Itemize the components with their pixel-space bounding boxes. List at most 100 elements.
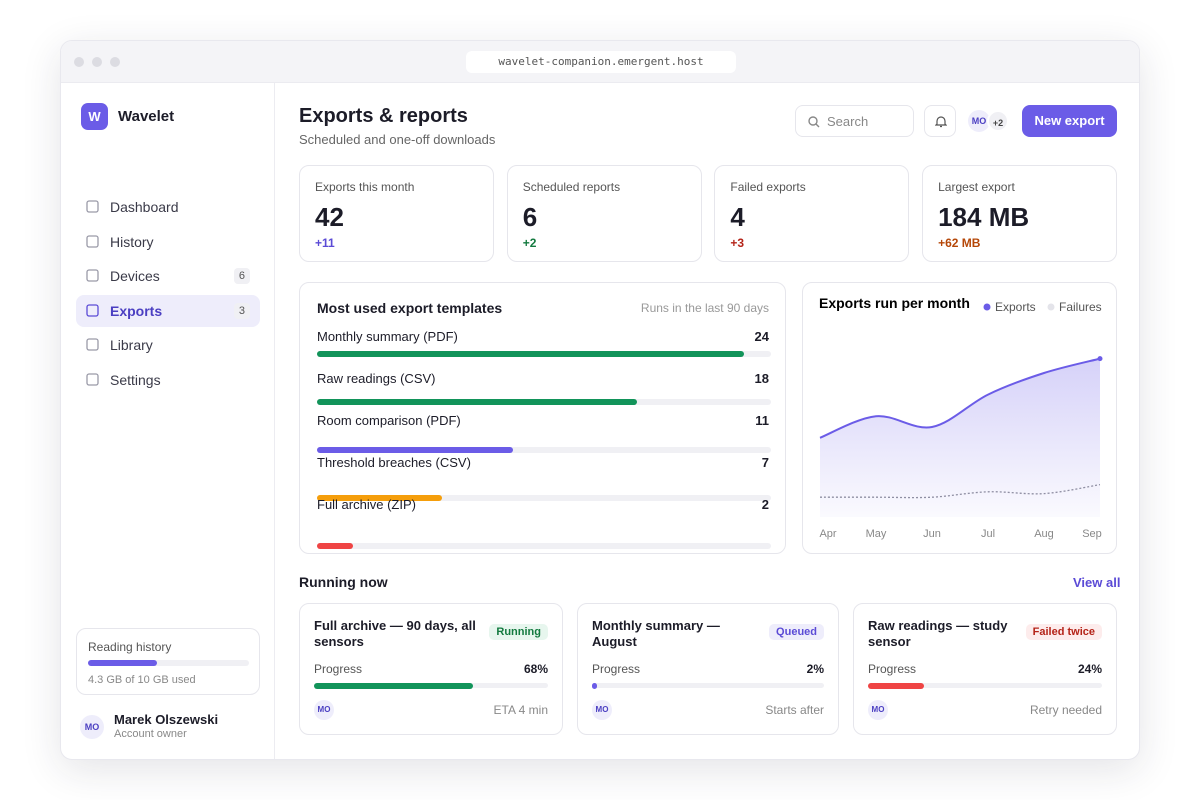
nav-badge: 6 — [233, 268, 250, 285]
job-card: Full archive — 90 days, all sensors Runni… — [299, 603, 563, 735]
nav-item[interactable]: Dashboard — [76, 191, 260, 223]
window-dot — [92, 57, 102, 67]
nav-item[interactable]: History — [76, 226, 260, 258]
view-all-link[interactable]: View all — [1073, 575, 1121, 590]
template-track — [317, 351, 771, 357]
nav-item[interactable]: Devices 6 — [76, 260, 260, 292]
job-footer-text: Starts after — [765, 703, 824, 717]
nav-item[interactable]: Settings — [76, 364, 260, 396]
logo[interactable]: W — [81, 103, 108, 130]
progress-label: Progress — [314, 662, 363, 676]
avatar[interactable]: MO — [968, 110, 990, 132]
template-name: Full archive (ZIP) — [317, 497, 416, 512]
nav-badge: 3 — [233, 302, 250, 319]
legend-dot — [1047, 303, 1055, 311]
bell-button[interactable] — [924, 105, 956, 137]
user-name: Marek Olszewski — [114, 712, 219, 727]
nav-icon — [86, 338, 99, 352]
job-status: Failed twice — [1025, 624, 1102, 640]
nav-label: Devices — [110, 268, 160, 285]
stat-label: Largest export — [938, 180, 1015, 194]
search[interactable]: Search — [795, 105, 914, 137]
template-count: 24 — [754, 329, 769, 344]
template-bar — [317, 495, 442, 501]
template-count: 11 — [755, 413, 769, 428]
stat-card: Exports this month 42 +11 — [299, 165, 494, 262]
job-title: Monthly summary — August — [592, 618, 720, 649]
nav-label: Settings — [110, 372, 161, 388]
template-name: Room comparison (PDF) — [317, 413, 461, 428]
progress-label: Progress — [868, 662, 917, 676]
template-bar — [317, 351, 745, 357]
job-footer: MO ETA 4 min — [314, 700, 548, 720]
storage-title: Reading history — [88, 640, 172, 654]
failures-line — [820, 483, 1101, 499]
template-count: 18 — [754, 371, 769, 386]
nav-icon — [86, 234, 99, 248]
browser-window: wavelet-companion.emergent.host W Wavele… — [60, 40, 1140, 760]
line — [819, 357, 1101, 439]
search-placeholder: Search — [827, 114, 869, 129]
stat-card: Scheduled reports 6 +2 — [506, 165, 702, 262]
stat-delta: +62 MB — [938, 236, 981, 250]
bell-icon — [935, 116, 947, 128]
area — [820, 358, 1100, 517]
window-dot — [74, 57, 84, 67]
legend-dot — [983, 303, 991, 311]
nav-label: Dashboard — [110, 199, 179, 215]
job-title: Full archive — 90 days, all sensors — [314, 618, 476, 649]
progress-row: Progress 24% — [868, 662, 1102, 676]
job-title: Raw readings — study sensor — [868, 618, 1008, 649]
x-tick-label: Sep — [1082, 528, 1102, 540]
job-footer: MO Starts after — [592, 700, 824, 720]
template-name: Monthly summary (PDF) — [317, 329, 458, 344]
progress-row: Progress 68% — [314, 662, 548, 676]
progress-row: Progress 2% — [592, 662, 824, 676]
x-tick-label: Jun — [923, 528, 941, 540]
template-name: Threshold breaches (CSV) — [317, 455, 471, 470]
nav-icon — [86, 304, 99, 317]
progress-value: 2% — [806, 662, 824, 676]
templates-card: Most used export templates Runs in the l… — [299, 282, 786, 554]
storage-card: Reading history 4.3 GB of 10 GB used — [76, 628, 260, 695]
stat-card: Failed exports 4 +3 — [714, 165, 910, 262]
nav-item[interactable]: Library — [76, 329, 260, 361]
stat-delta: +3 — [730, 236, 745, 250]
progress-label: Progress — [592, 662, 641, 676]
stat-label: Exports this month — [315, 180, 415, 194]
template-track — [317, 495, 771, 501]
stat-value: 42 — [315, 202, 344, 232]
progress-track — [592, 683, 824, 689]
progress-bar — [592, 683, 597, 689]
template-track — [317, 399, 771, 405]
stat-card: Largest export 184 MB +62 MB — [922, 165, 1118, 262]
url-bar[interactable]: wavelet-companion.emergent.host — [466, 51, 736, 73]
nav-label: History — [110, 233, 154, 250]
new-export-button[interactable]: New export — [1022, 105, 1117, 137]
job-footer-text: ETA 4 min — [493, 703, 548, 717]
nav-label: Library — [110, 337, 153, 354]
x-tick-label: May — [866, 528, 887, 540]
progress-track — [314, 683, 548, 689]
progress-bar — [314, 683, 474, 689]
x-tick-label: Apr — [819, 528, 836, 540]
chart-title: Exports run per month — [819, 295, 970, 311]
stat-label: Scheduled reports — [522, 180, 621, 194]
template-bar — [317, 399, 638, 405]
x-tick-label: Aug — [1034, 528, 1054, 540]
nav-item[interactable]: Exports 3 — [76, 294, 260, 327]
progress-track — [868, 683, 1102, 689]
stat-value: 184 MB — [938, 202, 1030, 232]
stat-value: 4 — [730, 202, 745, 232]
search-icon — [808, 116, 820, 128]
chart: Exports run per month Exports Failures Apr… — [819, 295, 1103, 540]
storage-track — [88, 660, 249, 666]
avatar-more[interactable]: +2 — [987, 110, 1009, 132]
nav-label: Exports — [110, 302, 163, 319]
job-footer: MO Retry needed — [868, 700, 1102, 720]
user-avatar: MO — [80, 715, 104, 739]
job-card: Raw readings — study sensor Failed twice P… — [853, 603, 1117, 735]
nav-icon — [86, 200, 99, 213]
job-footer-text: Retry needed — [1029, 703, 1102, 717]
